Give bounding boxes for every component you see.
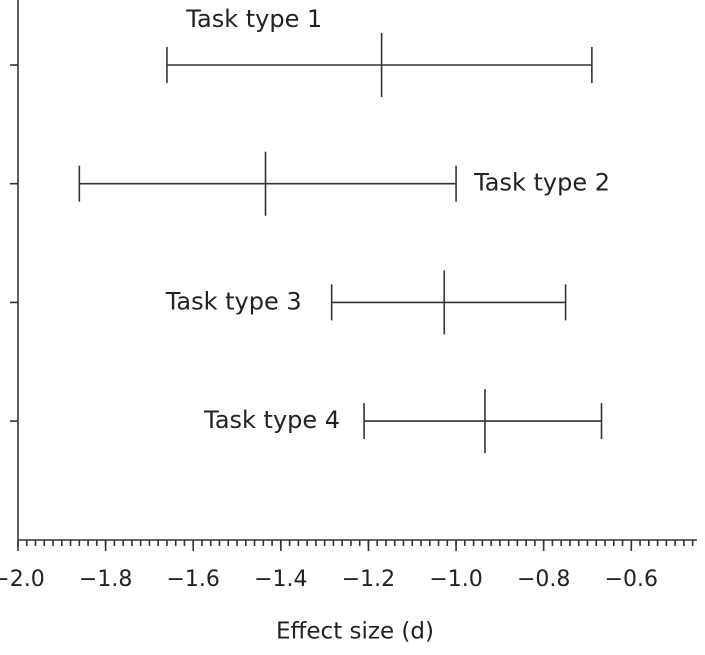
category-label: Task type 2 (473, 169, 610, 197)
x-tick-label: −1.4 (254, 567, 307, 592)
category-label: Task type 3 (165, 287, 302, 315)
x-tick-label: −0.6 (605, 567, 658, 592)
x-axis-label: Effect size (d) (276, 619, 434, 645)
x-tick-label: −0.8 (517, 567, 570, 592)
x-tick-label: −1.6 (167, 567, 220, 592)
category-label: Task type 1 (185, 5, 322, 33)
x-tick-label: −1.8 (79, 567, 132, 592)
x-tick-label: −1.0 (429, 567, 482, 592)
category-label: Task type 4 (203, 406, 340, 434)
x-tick-label: −2.0 (0, 567, 45, 592)
x-tick-label: −1.2 (342, 567, 395, 592)
